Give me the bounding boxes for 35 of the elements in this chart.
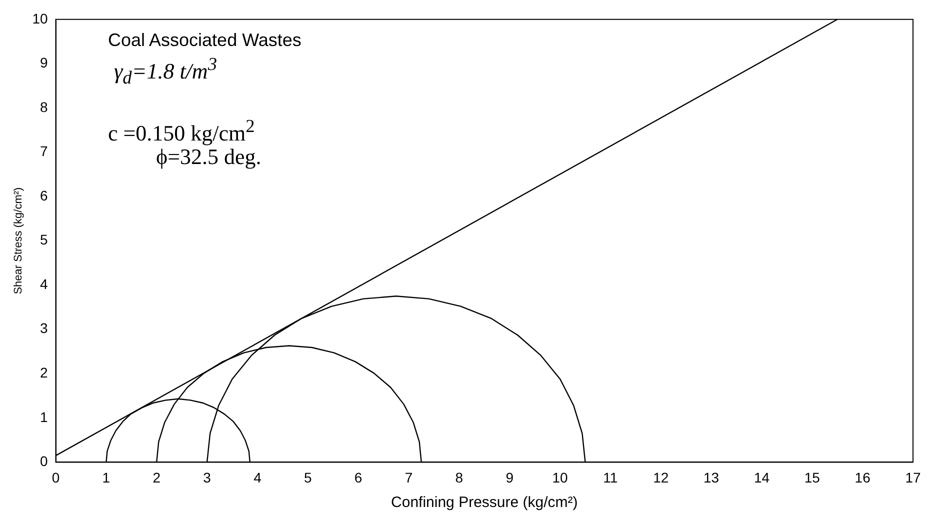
x-tick-label: 5 xyxy=(304,469,312,486)
x-tick-label: 13 xyxy=(704,469,720,486)
y-tick-label: 3 xyxy=(40,320,48,336)
x-tick-label: 7 xyxy=(404,469,413,486)
y-tick-label: 10 xyxy=(32,10,48,26)
y-tick-label: 4 xyxy=(40,276,48,292)
y-tick-label: 9 xyxy=(40,54,48,71)
y-tick-label: 2 xyxy=(40,364,48,380)
y-tick-label: 8 xyxy=(40,98,48,115)
x-tick-label: 14 xyxy=(754,469,770,486)
annotation: c =0.150 kg/cm$^{2}$ xyxy=(108,116,255,146)
x-tick-label: 8 xyxy=(455,469,464,486)
x-tick-label: 3 xyxy=(203,469,212,486)
x-tick-label: 12 xyxy=(653,469,669,486)
y-tick-label: 6 xyxy=(40,187,48,204)
x-tick-label: 0 xyxy=(52,469,60,486)
annotation: ϕ=32.5 deg. xyxy=(156,144,262,170)
x-tick-label: 16 xyxy=(854,469,871,486)
y-tick-label: 0 xyxy=(40,453,48,470)
annotation: Coal Associated Wastes xyxy=(108,30,302,51)
x-tick-label: 11 xyxy=(603,469,618,486)
x-tick-label: 15 xyxy=(804,469,820,486)
y-axis-title: Shear Stress (kg/cm²) xyxy=(12,187,25,294)
x-axis-title: Confining Pressure (kg/cm²) xyxy=(391,494,578,512)
y-tick-label: 7 xyxy=(40,143,48,160)
x-tick-label: 9 xyxy=(506,469,514,486)
x-tick-label: 10 xyxy=(552,469,568,486)
x-tick-label: 2 xyxy=(152,469,161,486)
x-tick-label: 1 xyxy=(102,469,110,486)
x-tick-label: 6 xyxy=(354,469,362,486)
y-tick-label: 1 xyxy=(40,408,48,425)
x-tick-label: 17 xyxy=(905,469,921,486)
annotation: γ$_{d}$=1.8 t/m$^{3}$ xyxy=(114,54,217,89)
y-tick-label: 5 xyxy=(40,232,48,248)
x-tick-label: 4 xyxy=(254,469,262,486)
